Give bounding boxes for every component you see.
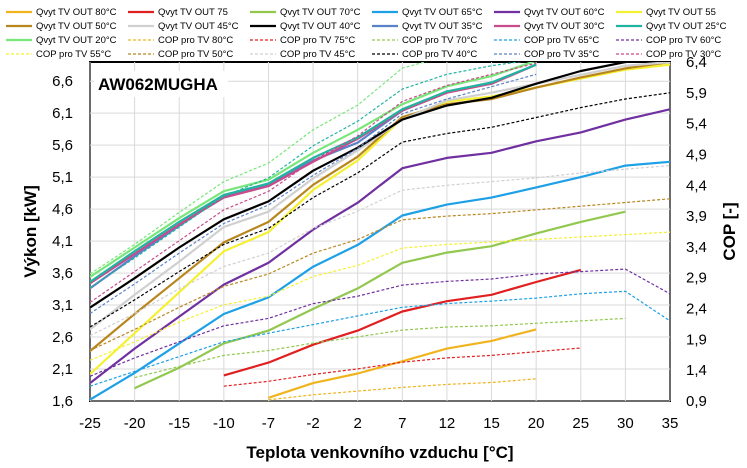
y2-tick-label: 2,4 — [686, 301, 707, 318]
legend-label: Qvyt TV OUT 35°C — [402, 21, 483, 32]
y-tick-label: 6,6 — [52, 73, 73, 90]
power-series-line — [134, 210, 626, 390]
power-series-line — [223, 268, 582, 377]
y-tick-label: 3,6 — [52, 265, 73, 282]
y2-tick-label: 2,9 — [686, 270, 707, 287]
chart-title: AW062MUGHA — [98, 75, 218, 94]
x-tick-label: -20 — [124, 415, 146, 432]
legend-label: Qvyt TV OUT 55 — [646, 7, 716, 18]
y-tick-label: 6,1 — [52, 105, 73, 122]
legend-label: COP pro TV 75°C — [280, 35, 355, 46]
cop-series-line — [90, 198, 670, 352]
legend-label: COP pro TV 35°C — [524, 49, 599, 60]
legend-label: COP pro TV 60°C — [646, 35, 721, 46]
legend-label: COP pro TV 55°C — [36, 49, 111, 60]
plot-area: AW062MUGHA — [89, 61, 671, 402]
y-tick-label: 3,1 — [52, 297, 73, 314]
legend-label: Qvyt TV OUT 80°C — [36, 7, 117, 18]
power-series-line — [90, 62, 670, 352]
y2-axis-title: COP [-] — [720, 202, 739, 260]
legend-label: Qvyt TV OUT 45°C — [158, 21, 239, 32]
legend-label: COP pro TV 80°C — [158, 35, 233, 46]
y-tick-label: 5,1 — [52, 169, 73, 186]
y2-tick-label: 6,4 — [686, 54, 707, 71]
x-tick-label: 30 — [617, 415, 634, 432]
legend-label: Qvyt TV OUT 60°C — [524, 7, 605, 18]
chart-title-background — [94, 71, 228, 97]
y-tick-label: 4,6 — [52, 201, 73, 218]
legend-label: Qvyt TV OUT 40°C — [280, 21, 361, 32]
x-axis-ticks: -25 -20 -15 -10 -7 -2 2 7 12 15 20 25 30 35 — [79, 415, 678, 432]
legend-label: COP pro TV 70°C — [402, 35, 477, 46]
legend-label: Qvyt TV OUT 65°C — [402, 7, 483, 18]
legend-label: Qvyt TV OUT 50°C — [36, 21, 117, 32]
power-series-line — [90, 108, 670, 384]
y2-tick-label: 1,9 — [686, 331, 707, 348]
x-tick-label: -15 — [168, 415, 190, 432]
legend-label: COP pro TV 40°C — [402, 49, 477, 60]
y2-tick-label: 5,4 — [686, 116, 707, 133]
y2-tick-label: 4,4 — [686, 177, 707, 194]
legend-label: COP pro TV 65°C — [524, 35, 599, 46]
cop-series-line — [90, 62, 523, 289]
legend-label: Qvyt TV OUT 75 — [158, 7, 228, 18]
legend-label: Qvyt TV OUT 30°C — [524, 21, 605, 32]
cop-series-line — [90, 62, 427, 275]
chart-title-box: AW062MUGHA — [94, 71, 228, 97]
x-tick-label: -25 — [79, 415, 101, 432]
cop-series-line — [90, 92, 670, 328]
x-axis-title: Teplota venkovního vzduchu [°C] — [246, 443, 513, 462]
cop-series-line — [223, 347, 581, 387]
y2-tick-label: 3,4 — [686, 239, 707, 256]
cop-series-line — [90, 164, 670, 337]
y2-tick-label: 1,4 — [686, 362, 707, 379]
x-tick-label: 35 — [662, 415, 679, 432]
legend: Qvyt TV OUT 80°C Qvyt TV OUT 75 Qvyt TV OU… — [6, 7, 727, 60]
x-tick-label: -2 — [306, 415, 319, 432]
x-tick-label: 25 — [572, 415, 589, 432]
x-tick-label: 20 — [528, 415, 545, 432]
x-tick-label: 12 — [439, 415, 456, 432]
legend-label: COP pro TV 50°C — [158, 49, 233, 60]
x-tick-label: -10 — [213, 415, 235, 432]
legend-label: COP pro TV 45°C — [280, 49, 355, 60]
y2-tick-label: 0,9 — [686, 393, 707, 410]
y-tick-label: 1,6 — [52, 393, 73, 410]
legend-label: Qvyt TV OUT 70°C — [280, 7, 361, 18]
y-tick-label: 4,1 — [52, 233, 73, 250]
y-axis-title: Výkon [kW] — [21, 185, 40, 278]
power-series-line — [90, 160, 670, 401]
y2-tick-label: 4,9 — [686, 146, 707, 163]
y-tick-label: 5,6 — [52, 137, 73, 154]
y-axis-ticks: 1,6 2,1 2,6 3,1 3,6 4,1 4,6 5,1 5,6 6,1 6,6 — [52, 73, 73, 410]
power-series-line — [90, 62, 536, 278]
x-tick-label: 2 — [354, 415, 362, 432]
y2-axis-ticks: 0,9 1,4 1,9 2,4 2,9 3,4 3,9 4,4 4,9 5,4 5,9 6,4 — [686, 54, 707, 410]
x-tick-label: 15 — [483, 415, 500, 432]
power-series-line — [90, 63, 537, 285]
legend-label: COP pro TV 30°C — [646, 49, 721, 60]
y2-tick-label: 3,9 — [686, 208, 707, 225]
y-tick-label: 2,6 — [52, 329, 73, 346]
legend-label: Qvyt TV OUT 20°C — [36, 35, 117, 46]
x-tick-label: 7 — [398, 415, 406, 432]
y-tick-label: 2,1 — [52, 361, 73, 378]
power-series-line — [90, 63, 537, 283]
legend-label: Qvyt TV OUT 25°C — [646, 21, 727, 32]
power-series-line — [90, 62, 639, 309]
cop-series-line — [90, 231, 670, 361]
cop-series-line — [90, 290, 670, 387]
power-series-line — [268, 328, 537, 399]
x-tick-label: -7 — [262, 415, 275, 432]
cop-series-line — [90, 62, 537, 303]
series-lines — [90, 62, 670, 401]
y2-tick-label: 5,9 — [686, 85, 707, 102]
